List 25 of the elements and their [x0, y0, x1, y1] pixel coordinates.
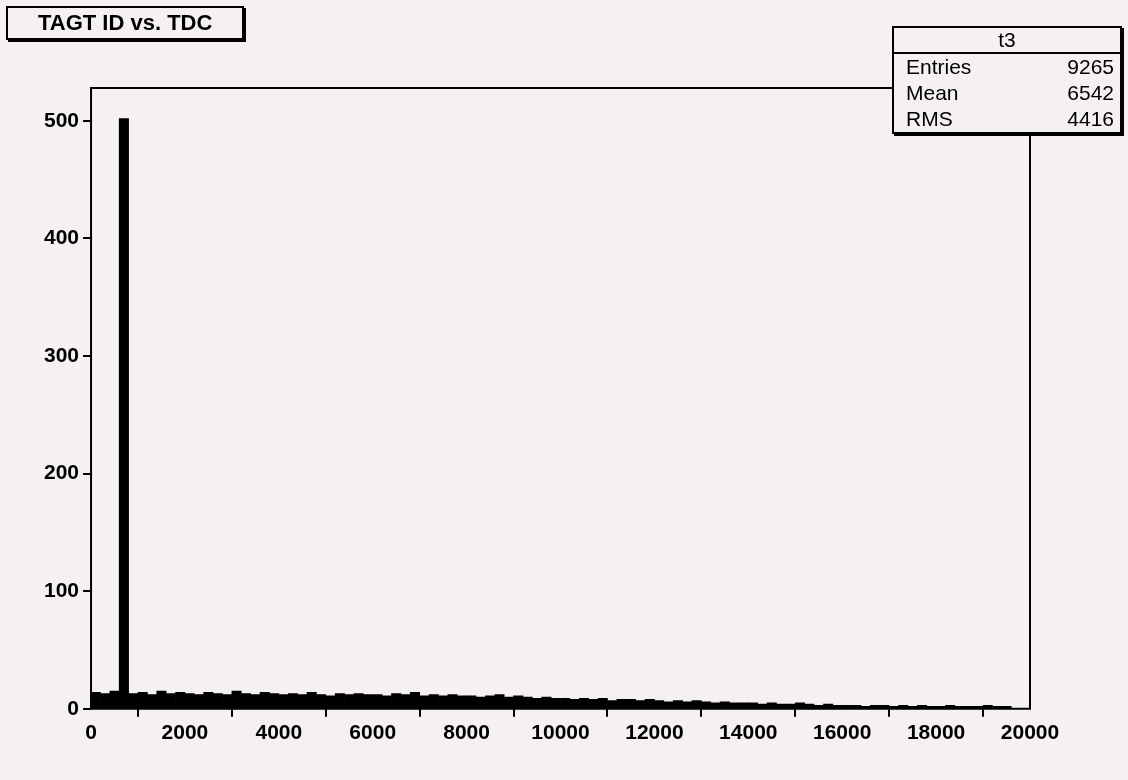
x-tick-label: 16000	[813, 720, 872, 744]
text: 6542	[1067, 80, 1114, 106]
x-tick-label: 20000	[1000, 720, 1060, 744]
y-tick-label: 400	[43, 225, 80, 249]
x-tick-label: 12000	[625, 720, 684, 744]
y-tick-label: 0	[67, 695, 80, 719]
annotation: Mean	[906, 80, 959, 106]
y-tick-label: 200	[43, 460, 80, 484]
text: 9265	[1067, 54, 1114, 80]
text: t3	[894, 28, 1120, 54]
y-tick-label: 300	[43, 342, 80, 366]
y-tick-label: 500	[43, 107, 80, 131]
x-tick-label: 8000	[443, 720, 490, 744]
x-tick-label: 4000	[255, 720, 303, 744]
chart-title: TAGT ID vs. TDC	[6, 6, 245, 40]
y-tick-label: 100	[43, 578, 80, 602]
x-tick-label: 0	[85, 720, 97, 744]
x-tick-label: 10000	[531, 720, 590, 744]
text: 4416	[1067, 106, 1114, 132]
x-tick-label: 2000	[161, 720, 209, 744]
annotation: RMS	[906, 106, 953, 132]
x-tick-label: 14000	[719, 720, 778, 744]
x-tick-label: 6000	[349, 720, 397, 744]
x-tick-label: 18000	[906, 720, 966, 744]
text: Entries	[906, 54, 972, 80]
